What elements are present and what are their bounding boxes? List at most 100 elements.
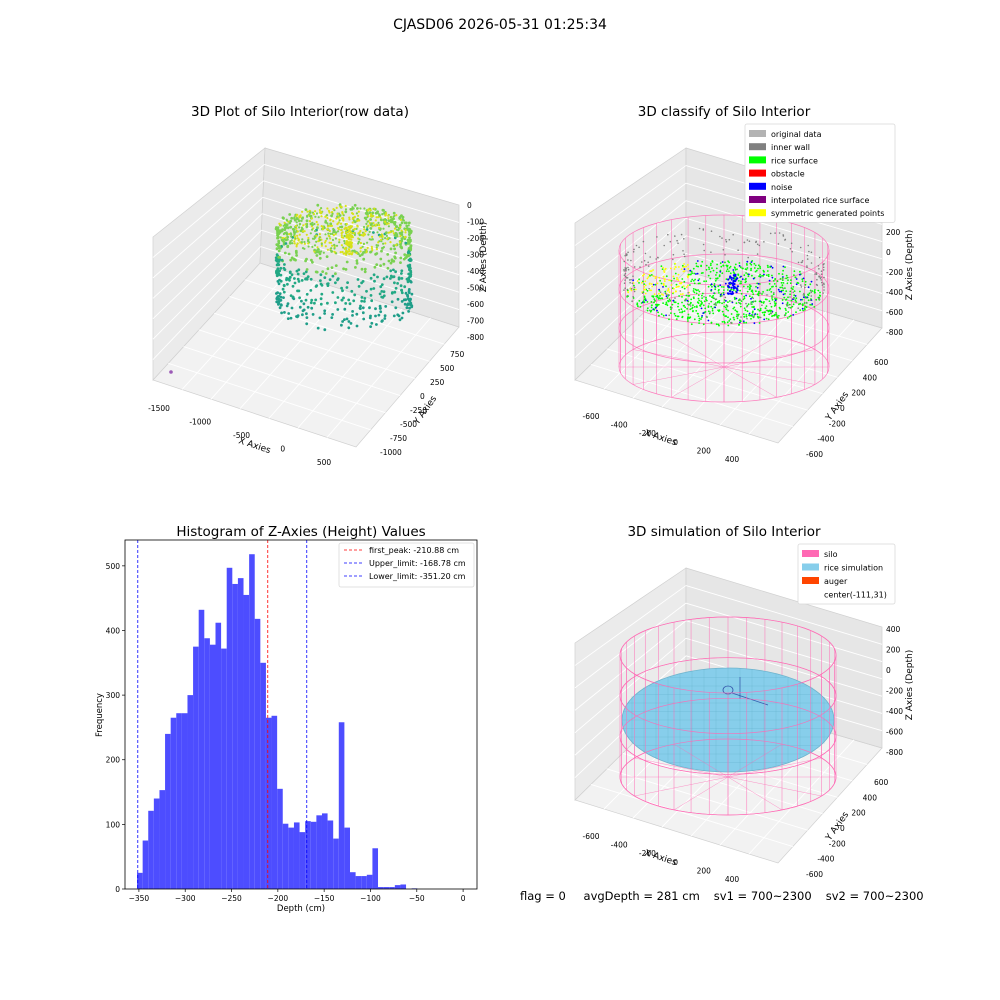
- histogram-bar: [321, 813, 328, 889]
- data-point: [747, 256, 749, 259]
- data-point: [304, 270, 308, 274]
- data-point: [658, 276, 661, 279]
- data-point: [732, 316, 735, 319]
- data-point: [673, 287, 675, 290]
- data-point: [795, 297, 798, 300]
- data-point: [376, 212, 379, 215]
- data-point: [409, 245, 413, 248]
- data-point: [657, 296, 659, 299]
- data-point: [740, 316, 742, 318]
- grid-line: [214, 312, 415, 379]
- data-point: [685, 286, 688, 288]
- data-point: [799, 309, 802, 311]
- data-point: [357, 240, 360, 243]
- histogram-bar: [400, 884, 407, 889]
- data-point: [734, 268, 737, 271]
- data-point: [820, 270, 823, 272]
- histogram-legend-frame: [338, 542, 475, 588]
- classify-legend-swatch: [749, 130, 766, 137]
- data-point: [344, 268, 348, 271]
- data-point: [686, 299, 689, 302]
- data-point: [288, 278, 291, 282]
- x-tick-label: 200: [697, 446, 712, 455]
- data-point: [709, 295, 711, 297]
- data-point: [333, 243, 336, 246]
- classify-legend-swatch: [749, 156, 766, 164]
- simulation-3d-plot: 3D simulation of Silo Interior -600-400-…: [574, 524, 915, 884]
- data-point: [323, 226, 326, 230]
- data-point: [329, 218, 332, 221]
- data-point: [402, 235, 405, 238]
- data-point: [303, 240, 306, 244]
- data-point: [800, 286, 803, 288]
- data-point: [282, 283, 286, 287]
- data-point: [646, 309, 649, 312]
- data-point: [750, 263, 753, 266]
- histogram-bar: [282, 823, 289, 889]
- data-point: [650, 274, 653, 276]
- data-point: [369, 287, 373, 291]
- data-point: [363, 207, 366, 210]
- data-point: [750, 303, 752, 305]
- data-point: [381, 208, 385, 212]
- sv1-text: sv1 = 700~2300: [713, 889, 812, 903]
- data-point: [728, 267, 731, 269]
- silo-ring: [619, 616, 837, 694]
- data-point: [784, 239, 786, 241]
- data-point: [392, 217, 395, 220]
- data-point: [363, 267, 367, 271]
- data-point: [656, 282, 659, 285]
- data-point: [640, 302, 643, 304]
- grid-line: [260, 246, 460, 311]
- data-point: [818, 268, 820, 270]
- data-point: [766, 294, 768, 296]
- data-point: [748, 288, 751, 291]
- silo-spoke: [723, 366, 777, 398]
- data-point: [377, 313, 381, 317]
- data-point: [288, 271, 292, 274]
- data-point: [755, 269, 758, 272]
- data-point: [802, 309, 804, 312]
- classify-legend-swatch: [749, 143, 766, 151]
- data-point: [405, 224, 409, 228]
- data-point: [403, 253, 407, 256]
- data-point: [286, 235, 289, 239]
- data-point: [357, 242, 360, 245]
- data-point: [348, 229, 351, 232]
- raw-3d-xlabel: X Axies: [237, 436, 272, 456]
- data-point: [785, 312, 787, 315]
- data-point: [819, 277, 822, 280]
- data-point: [331, 212, 334, 215]
- data-point: [345, 222, 348, 226]
- data-point: [665, 275, 668, 278]
- data-point: [737, 313, 740, 316]
- data-point: [687, 284, 689, 287]
- data-point: [785, 303, 788, 306]
- data-point: [698, 299, 701, 302]
- data-point: [278, 278, 281, 282]
- data-point: [665, 301, 668, 304]
- y-tick-label: 400: [106, 626, 121, 635]
- data-point: [800, 284, 802, 286]
- x-tick-label: -400: [611, 841, 628, 850]
- grid-line: [574, 585, 687, 666]
- data-point: [393, 247, 396, 251]
- data-point: [755, 290, 757, 293]
- data-point: [398, 318, 402, 322]
- data-point: [726, 265, 729, 268]
- data-point: [275, 247, 279, 251]
- data-point: [756, 243, 759, 246]
- data-point: [710, 300, 713, 303]
- data-point: [656, 305, 658, 307]
- data-point: [769, 288, 772, 290]
- data-point: [662, 302, 664, 304]
- histogram-bar: [293, 822, 300, 889]
- data-point: [689, 305, 692, 307]
- histogram-frame: [124, 539, 478, 890]
- data-point: [350, 231, 353, 234]
- data-point: [295, 254, 298, 257]
- data-point: [355, 312, 359, 316]
- data-point: [753, 267, 756, 269]
- data-point: [301, 313, 304, 317]
- data-point: [771, 295, 773, 297]
